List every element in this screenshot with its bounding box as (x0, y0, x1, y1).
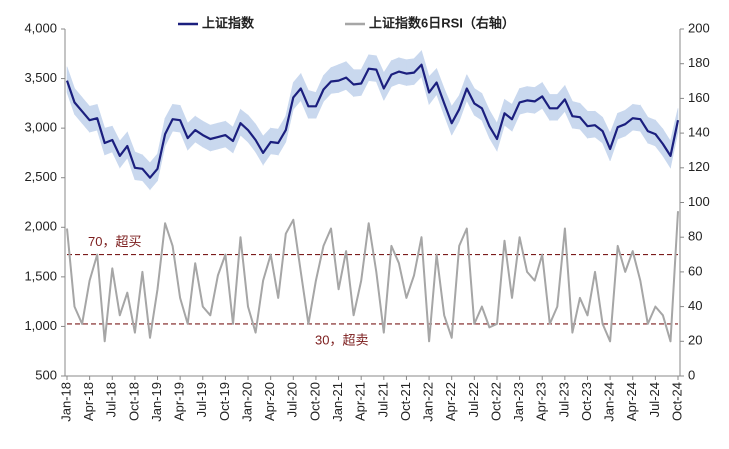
x-tick-label: Oct-18 (126, 382, 141, 421)
y2-tick-label: 120 (688, 159, 710, 174)
x-tick-label: Oct-21 (398, 382, 413, 421)
band-slice (308, 90, 317, 119)
y2-tick-label: 40 (688, 298, 702, 313)
legend-label: 上证指数6日RSI（右轴） (369, 15, 515, 30)
x-tick-label: Oct-19 (217, 382, 232, 421)
x-tick-label: Apr-19 (172, 382, 187, 421)
x-tick-label: Oct-22 (488, 382, 503, 421)
x-tick-label: Oct-24 (669, 382, 684, 421)
x-tick-label: Jan-20 (239, 382, 254, 422)
series-line (66, 211, 679, 343)
band-slice (330, 64, 339, 94)
x-tick-label: Apr-23 (534, 382, 549, 421)
x-tick-label: Apr-18 (81, 382, 96, 421)
y2-tick-label: 160 (688, 90, 710, 105)
y-tick-label: 2,000 (24, 219, 57, 234)
y-tick-label: 1,000 (24, 318, 57, 333)
y-tick-label: 1,500 (24, 268, 57, 283)
y2-tick-label: 100 (688, 194, 710, 209)
y-tick-label: 2,500 (24, 169, 57, 184)
x-tick-label: Apr-24 (624, 382, 639, 421)
series-line (65, 63, 680, 179)
x-tick-label: Jan-18 (58, 382, 73, 422)
x-tick-label: Jul-18 (104, 382, 119, 417)
x-tick-label: Apr-20 (262, 382, 277, 421)
y2-tick-label: 80 (688, 229, 702, 244)
y2-tick-label: 140 (688, 125, 710, 140)
y-tick-label: 4,000 (24, 20, 57, 35)
x-tick-label: Jan-24 (602, 382, 617, 422)
x-tick-label: Oct-20 (307, 382, 322, 421)
y-tick-label: 500 (35, 367, 57, 382)
y2-tick-label: 200 (688, 20, 710, 35)
y2-tick-label: 60 (688, 263, 702, 278)
y-tick-label: 3,500 (24, 70, 57, 85)
x-tick-label: Jul-21 (375, 382, 390, 417)
y2-tick-label: 0 (688, 367, 695, 382)
x-tick-label: Jan-23 (511, 382, 526, 422)
band-slice (134, 151, 143, 182)
x-tick-label: Jul-19 (194, 382, 209, 417)
x-tick-label: Jan-22 (421, 382, 436, 422)
x-tick-label: Jan-21 (330, 382, 345, 422)
y2-tick-label: 20 (688, 333, 702, 348)
band-slice (172, 104, 181, 133)
reference-label: 30，超卖 (315, 332, 368, 347)
x-tick-label: Jan-19 (149, 382, 164, 422)
x-tick-label: Apr-21 (353, 382, 368, 421)
x-tick-label: Apr-22 (443, 382, 458, 421)
x-tick-label: Jul-23 (556, 382, 571, 417)
legend-label: 上证指数 (202, 15, 255, 30)
x-tick-label: Jul-24 (647, 382, 662, 417)
y2-tick-label: 180 (688, 55, 710, 70)
y-tick-label: 3,000 (24, 120, 57, 135)
x-tick-label: Oct-23 (579, 382, 594, 421)
x-tick-label: Jul-20 (285, 382, 300, 417)
reference-label: 70，超买 (88, 234, 141, 249)
x-tick-label: Jul-22 (466, 382, 481, 417)
